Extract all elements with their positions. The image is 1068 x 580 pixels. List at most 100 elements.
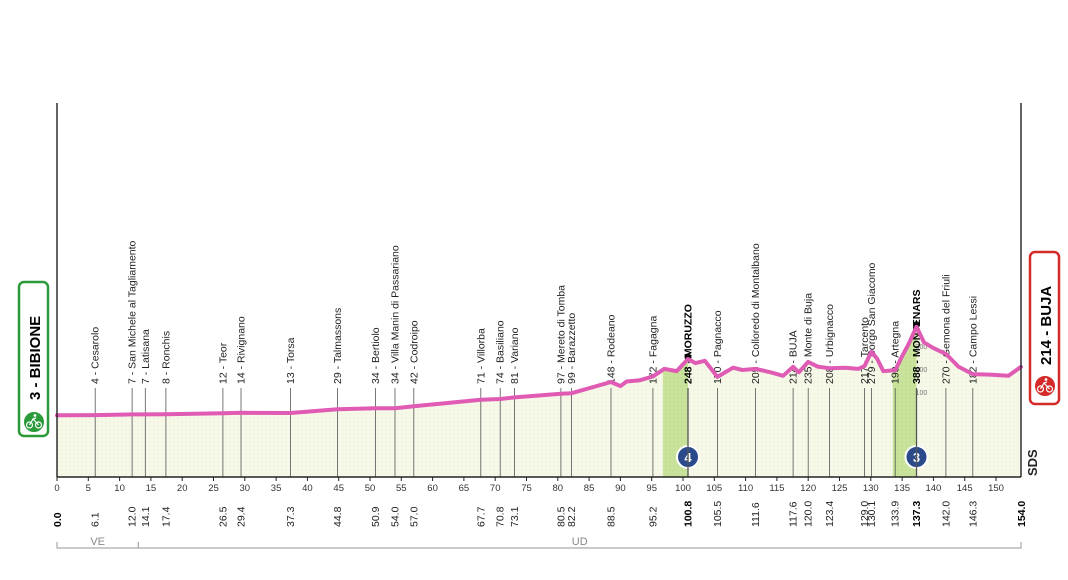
finish-km-label: 154.0	[1016, 501, 1028, 527]
waypoint-label: 199 - Artegna	[890, 321, 902, 384]
waypoint-label: 148 - Rodeano	[606, 314, 618, 384]
waypoint-km-label: 105.5	[712, 501, 724, 527]
waypoint-label: 12 - Teor	[217, 342, 229, 384]
x-tick-label: 25	[208, 483, 219, 494]
waypoint-km-label: 26.5	[217, 506, 229, 527]
x-tick-label: 80	[553, 483, 564, 494]
waypoint-label: 208 - Urbignacco	[824, 304, 836, 384]
x-tick-label: 20	[177, 483, 188, 494]
waypoint-km-label: 100.8	[683, 501, 695, 527]
waypoint-km-label: 14.1	[140, 506, 152, 527]
waypoint-label: 34 - Villa Manin di Passariano	[390, 245, 402, 384]
altitude-scale-label: 100	[916, 390, 928, 397]
region-label: VE	[90, 536, 105, 548]
waypoint-km-label: 137.3	[911, 501, 923, 527]
x-tick-label: 65	[459, 483, 470, 494]
cyclist-icon-finish	[1033, 374, 1057, 398]
waypoint-label: 248 - MORUZZO	[683, 304, 695, 384]
regions-layer: VE UD	[56, 536, 1022, 549]
waypoint-label: 99 - Barazzetto	[566, 313, 578, 384]
waypoint-label: 7 - Latisana	[140, 329, 152, 384]
waypoint-km-label: 133.9	[890, 501, 902, 527]
waypoint-km-label: 117.6	[788, 501, 800, 527]
x-tick-label: 50	[365, 483, 376, 494]
x-tick-label: 75	[521, 483, 532, 494]
x-tick-label: 55	[396, 483, 407, 494]
waypoint-label: 4 - Cesarolo	[90, 327, 102, 384]
waypoint-label: 71 - Villorba	[475, 328, 487, 384]
x-tick-label: 150	[988, 483, 1004, 494]
x-tick-label: 95	[646, 483, 657, 494]
waypoint-km-label: 82.2	[566, 506, 578, 527]
waypoint-label: 74 - Basiliano	[495, 320, 507, 384]
waypoint-km-label: 54.0	[390, 506, 402, 527]
finish-badge: 214 - BUJA	[1028, 250, 1061, 406]
waypoint-km-label: 70.8	[495, 506, 507, 527]
waypoint-km-label: 123.4	[824, 501, 836, 527]
start-label: 3 - BIBIONE	[27, 316, 44, 400]
profile-fill-layer	[57, 326, 1021, 477]
waypoint-km-label: 17.4	[160, 506, 172, 527]
waypoint-label: 205 - Colloredo di Montalbano	[750, 243, 762, 384]
altitude-scale-label: 200	[916, 367, 928, 374]
x-tick-label: 110	[738, 483, 753, 494]
waypoint-label: 170 - Pagnacco	[712, 310, 724, 384]
waypoint-label: 42 - Codroipo	[408, 320, 420, 384]
x-tick-label: 105	[706, 483, 722, 494]
cyclist-icon-start	[22, 410, 46, 434]
start-km-label: 0.0	[52, 512, 64, 527]
x-tick-label: 85	[584, 483, 595, 494]
x-tick-label: 90	[615, 483, 626, 494]
waypoint-km-label: 67.7	[475, 506, 487, 527]
waypoints-layer: 4 - Cesarolo 6.1 7 - San Michele al Taglia…	[90, 240, 980, 527]
waypoint-label: 13 - Torsa	[285, 337, 297, 384]
x-tick-label: 5	[86, 483, 91, 494]
profile-line-layer	[55, 324, 1023, 418]
x-tick-label: 140	[925, 483, 941, 494]
start-badge: 3 - BIBIONE	[17, 280, 50, 438]
waypoint-km-label: 12.0	[127, 506, 139, 527]
x-tick-label: 100	[675, 483, 691, 494]
waypoint-km-label: 111.6	[750, 502, 762, 527]
x-tick-label: 115	[769, 483, 784, 494]
waypoint-km-label: 6.1	[90, 512, 102, 527]
waypoint-label: 388 - MONTENARS	[911, 289, 923, 384]
x-tick-label: 35	[271, 483, 282, 494]
waypoint-km-label: 29.4	[236, 506, 248, 527]
region-bracket	[137, 542, 1022, 549]
waypoint-label: 172 - Fagagna	[647, 316, 659, 384]
waypoint-km-label: 88.5	[606, 506, 618, 527]
waypoint-label: 214 - BUJA	[788, 330, 800, 384]
waypoint-km-label: 50.9	[370, 506, 382, 527]
x-tick-label: 120	[800, 483, 816, 494]
waypoint-label: 7 - San Michele al Tagliamento	[127, 240, 139, 384]
finish-label: 214 - BUJA	[1038, 286, 1055, 365]
profile-area	[57, 326, 1021, 477]
waypoint-label: 8 - Ronchis	[160, 331, 172, 384]
waypoint-km-label: 73.1	[509, 506, 521, 527]
waypoint-km-label: 57.0	[408, 506, 420, 527]
x-tick-label: 40	[302, 483, 313, 494]
waypoint-label: 81 - Variano	[509, 327, 521, 384]
waypoint-km-label: 120.0	[803, 501, 815, 527]
waypoint-label: 270 - Gemona del Friuli	[940, 274, 952, 384]
x-tick-label: 70	[490, 483, 501, 494]
waypoint-label: 34 - Bertiolo	[370, 327, 382, 384]
x-tick-label: 10	[114, 483, 125, 494]
waypoint-km-label: 142.0	[940, 501, 952, 527]
x-tick-label: 125	[832, 483, 848, 494]
x-axis-layer: 0 5 10 15 20 25 30 35 40 45 50 55 60 65 70 75 80 85 90 95 10…	[52, 103, 1028, 527]
waypoint-label: 97 - Mereto di Tomba	[555, 285, 567, 384]
waypoint-label: 279 - Borgo San Giacomo	[866, 262, 878, 384]
waypoint-label: 235 - Monte di Buja	[803, 293, 815, 384]
x-tick-label: 15	[146, 483, 157, 494]
x-tick-label: 60	[427, 483, 438, 494]
waypoint-km-label: 80.5	[555, 506, 567, 527]
profile-line	[55, 324, 1023, 418]
waypoint-km-label: 146.3	[967, 501, 979, 527]
x-tick-label: 0	[54, 483, 59, 494]
waypoint-label: 29 - Talmassons	[332, 308, 344, 384]
x-tick-label: 135	[894, 483, 910, 494]
x-tick-label: 145	[957, 483, 973, 494]
